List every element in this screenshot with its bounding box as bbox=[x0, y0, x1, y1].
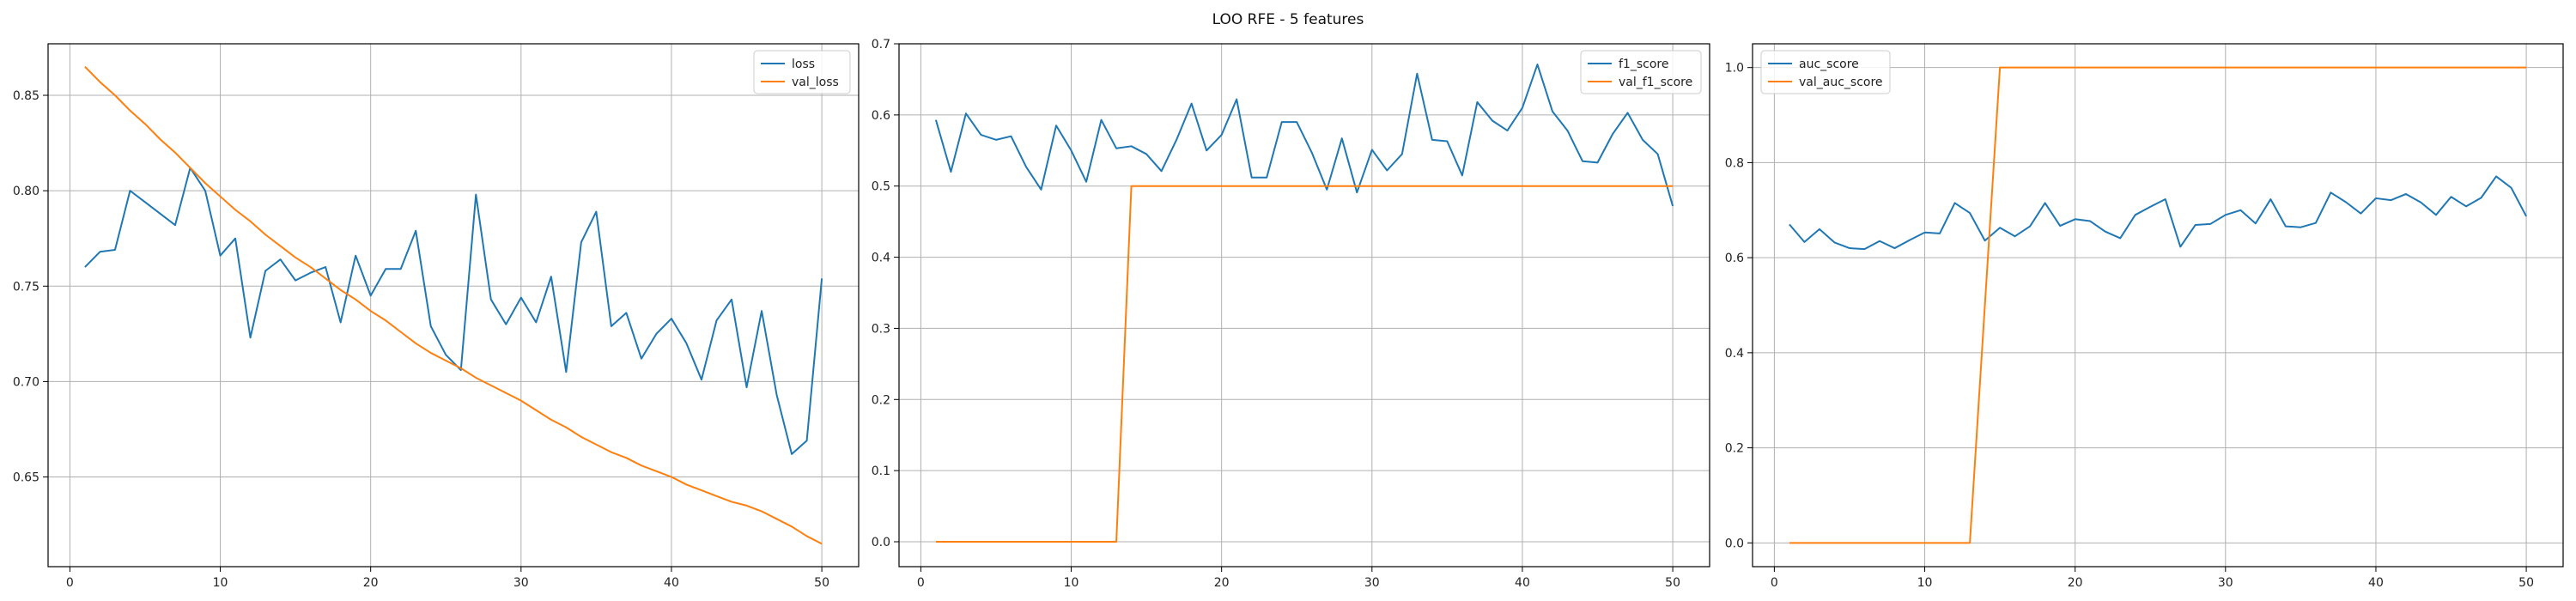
y-tick-label: 0.4 bbox=[1725, 347, 1744, 361]
legend: f1_score val_f1_score bbox=[1580, 50, 1702, 94]
x-tick-label: 20 bbox=[1214, 576, 1230, 590]
axes-frame bbox=[1752, 43, 2564, 568]
y-tick-label: 0.70 bbox=[13, 375, 39, 389]
series-line-auc-score bbox=[1789, 175, 2527, 251]
x-tick-label: 50 bbox=[814, 576, 829, 590]
subplot-1: 0 10 20 30 40 50 0.65 0.70 0.75 0.80 0.85 loss val_l… bbox=[13, 43, 860, 590]
legend-box bbox=[1760, 50, 1891, 94]
y-tick-label: 0.8 bbox=[1725, 156, 1744, 170]
x-tick-label: 30 bbox=[513, 576, 529, 590]
axes-frame bbox=[47, 43, 860, 568]
x-tick-label: 10 bbox=[213, 576, 228, 590]
y-tick-label: 0.1 bbox=[872, 464, 890, 478]
legend-label: val_loss bbox=[792, 76, 839, 89]
x-tick-label: 40 bbox=[1515, 576, 1530, 590]
x-tick-label: 0 bbox=[1771, 576, 1778, 590]
series-line-val-auc-score bbox=[1789, 66, 2527, 544]
legend-box bbox=[753, 50, 851, 94]
y-tick-label: 0.7 bbox=[872, 38, 890, 52]
x-tick-label: 50 bbox=[2518, 576, 2534, 590]
subplot-3: 0 10 20 30 40 50 0.0 0.2 0.4 0.6 0.8 1.0 auc_scoreva… bbox=[1725, 43, 2564, 590]
series-line-val-f1-score bbox=[935, 185, 1674, 543]
y-tick-label: 0.75 bbox=[13, 280, 39, 294]
y-tick-label: 0.2 bbox=[1725, 442, 1744, 456]
legend-label: loss bbox=[792, 58, 815, 71]
subplots: 0 10 20 30 40 500.650.700.750.800.85lossval_l… bbox=[13, 38, 2564, 590]
legend-label: auc_score bbox=[1799, 58, 1859, 71]
y-tick-label: 0.0 bbox=[1725, 537, 1744, 550]
x-tick-label: 20 bbox=[363, 576, 379, 590]
y-tick-label: 0.3 bbox=[872, 322, 890, 336]
legend-label: val_f1_score bbox=[1619, 76, 1692, 89]
y-tick-label: 0.80 bbox=[13, 185, 39, 198]
y-tick-label: 0.2 bbox=[872, 393, 890, 407]
x-tick-label: 40 bbox=[2368, 576, 2384, 590]
axes-frame bbox=[898, 43, 1710, 568]
legend: auc_score val_auc_score bbox=[1760, 50, 1891, 94]
legend-label: val_auc_score bbox=[1799, 76, 1883, 89]
series-line-val-loss bbox=[84, 65, 823, 545]
series-line-loss bbox=[84, 167, 823, 455]
y-tick-label: 1.0 bbox=[1725, 62, 1744, 76]
x-tick-label: 10 bbox=[1917, 576, 1933, 590]
legend: loss val_loss bbox=[753, 50, 851, 94]
y-tick-label: 0.0 bbox=[872, 536, 890, 549]
y-tick-label: 0.4 bbox=[872, 252, 890, 265]
legend-label: f1_score bbox=[1619, 58, 1668, 71]
legend-box bbox=[1580, 50, 1702, 94]
y-tick-label: 0.6 bbox=[1725, 252, 1744, 265]
x-tick-label: 0 bbox=[66, 576, 74, 590]
x-tick-label: 20 bbox=[2068, 576, 2083, 590]
x-tick-label: 30 bbox=[2218, 576, 2233, 590]
y-tick-label: 0.85 bbox=[13, 89, 39, 103]
y-tick-label: 0.65 bbox=[13, 471, 39, 485]
x-tick-label: 40 bbox=[664, 576, 679, 590]
x-tick-label: 30 bbox=[1364, 576, 1380, 590]
x-tick-label: 50 bbox=[1665, 576, 1680, 590]
y-tick-label: 0.6 bbox=[872, 109, 890, 123]
subplot-2: 0 10 20 30 40 50 0.0 0.1 0.2 0.3 0.4 0.5 0.6 0.7 f1_sc… bbox=[872, 38, 1710, 590]
series-line-f1-score bbox=[934, 64, 1674, 207]
x-tick-label: 0 bbox=[917, 576, 925, 590]
y-tick-label: 0.5 bbox=[872, 180, 890, 194]
figure-title: LOO RFE - 5 features bbox=[1212, 11, 1364, 28]
x-tick-label: 10 bbox=[1064, 576, 1079, 590]
